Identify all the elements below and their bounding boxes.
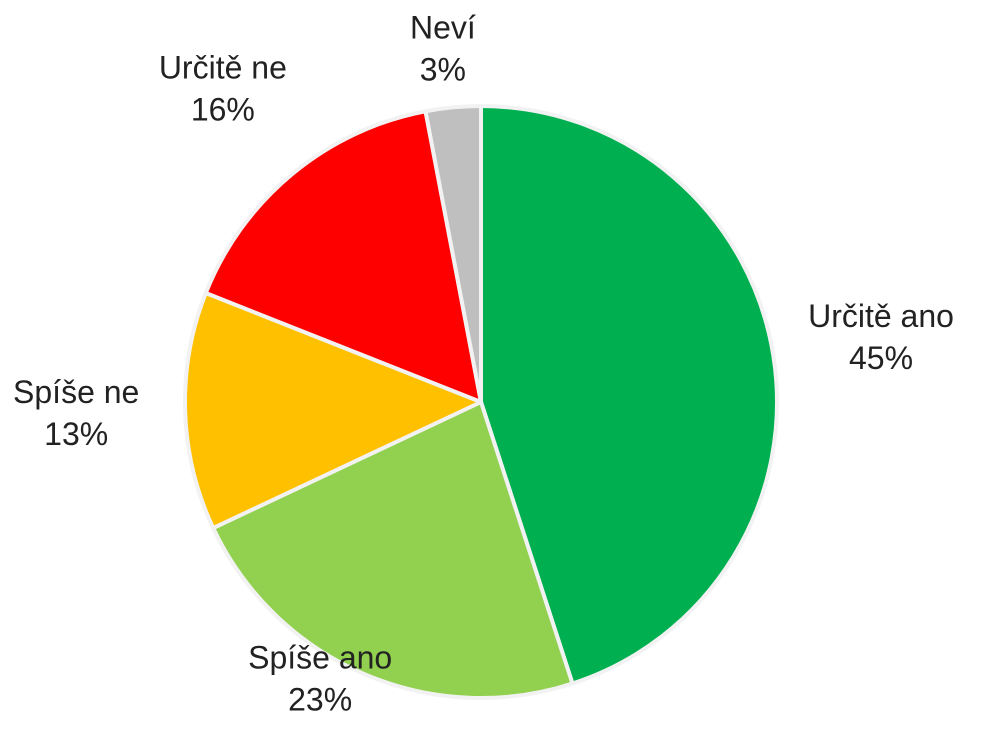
slice-label-name: Neví	[410, 9, 476, 45]
pie-slice	[423, 104, 483, 404]
slice-label-value: 45%	[849, 340, 913, 376]
slice-label-name: Spíše ano	[248, 639, 392, 675]
pie-slice	[203, 109, 483, 404]
slice-label-name: Určitě ne	[159, 49, 287, 85]
pie-slice	[479, 104, 779, 686]
slice-label-name: Určitě ano	[808, 298, 954, 334]
slice-label-value: 16%	[191, 91, 255, 127]
slice-label-name: Spíše ne	[13, 374, 139, 410]
slice-label-value: 23%	[288, 681, 352, 717]
pie-slice	[183, 291, 483, 531]
pie-slice	[211, 400, 575, 700]
slice-label-value: 3%	[420, 51, 466, 87]
slice-label-value: 13%	[44, 416, 108, 452]
